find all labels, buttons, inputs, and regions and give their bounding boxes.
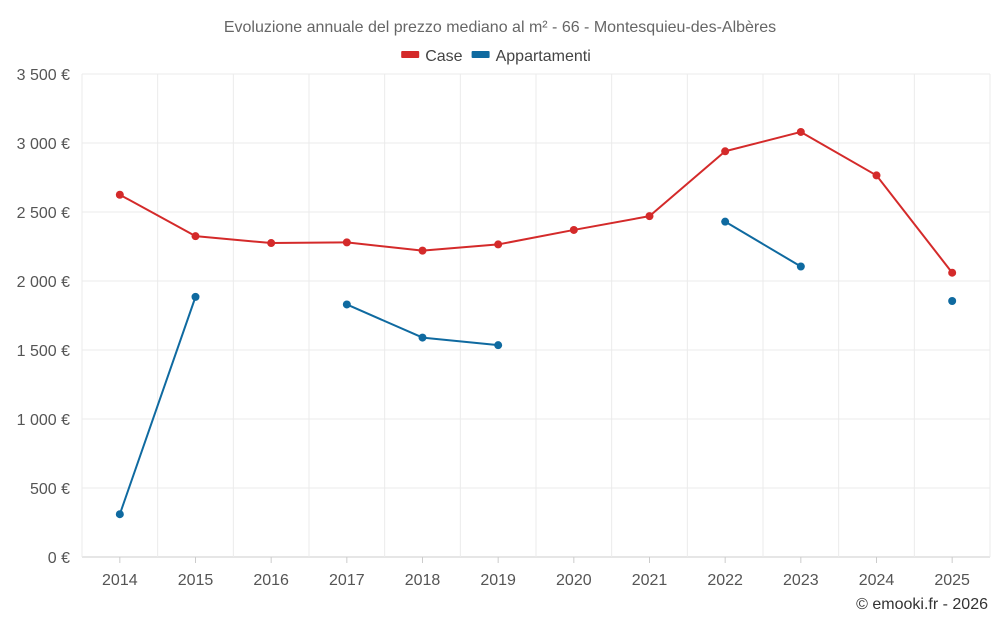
data-point[interactable] [418, 333, 427, 342]
data-point[interactable] [872, 171, 881, 180]
data-point[interactable] [418, 246, 427, 255]
legend-label: Appartamenti [496, 48, 591, 65]
data-point[interactable] [342, 300, 351, 309]
x-tick-label: 2019 [480, 572, 516, 589]
x-tick-label: 2025 [934, 572, 970, 589]
data-point[interactable] [191, 232, 200, 241]
data-point[interactable] [494, 341, 503, 350]
series-line-segment [270, 241, 348, 245]
x-tick-label: 2017 [329, 572, 365, 589]
y-tick-label: 3 000 € [17, 136, 70, 153]
x-tick-label: 2015 [178, 572, 214, 589]
data-point[interactable] [342, 238, 351, 247]
series-line-segment [497, 228, 575, 246]
x-axis: 2014 2015 2016 2017 2018 2019 2020 2021 2022 2023… [102, 557, 970, 589]
legend-swatch [401, 51, 420, 58]
series-line-segment [345, 303, 424, 339]
y-tick-label: 500 € [30, 481, 70, 498]
series-line-segment [118, 295, 197, 516]
series-line-segment [118, 193, 197, 238]
series-case [115, 127, 957, 277]
series-line-segment [799, 130, 878, 177]
series-line-segment [648, 150, 727, 218]
data-point[interactable] [569, 225, 578, 234]
series-line-segment [724, 130, 802, 153]
legend-label: Case [425, 48, 462, 65]
legend-swatch [471, 51, 490, 58]
x-tick-label: 2016 [253, 572, 289, 589]
grid [81, 73, 991, 558]
data-point[interactable] [494, 240, 503, 249]
series-line-segment [345, 241, 424, 252]
series-line-segment [724, 220, 802, 268]
data-point[interactable] [948, 268, 957, 277]
x-tick-label: 2014 [102, 572, 138, 589]
series-appartamenti [115, 217, 957, 519]
y-tick-label: 3 500 € [17, 67, 70, 84]
data-point[interactable] [115, 190, 124, 199]
series-line-segment [875, 174, 954, 274]
data-point[interactable] [796, 262, 805, 271]
y-tick-label: 2 500 € [17, 205, 70, 222]
y-tick-label: 0 € [48, 550, 70, 567]
x-tick-label: 2024 [859, 572, 895, 589]
data-point[interactable] [191, 292, 200, 301]
y-axis: 0 € 500 € 1 000 € 1 500 € 2 000 € 2 500 € 3 00… [17, 67, 70, 567]
data-point[interactable] [115, 510, 124, 519]
x-tick-label: 2022 [707, 572, 743, 589]
legend: Case Appartamenti [401, 48, 591, 65]
data-point[interactable] [267, 239, 276, 248]
y-tick-label: 1 000 € [17, 412, 70, 429]
series-line-segment [421, 336, 500, 347]
data-point[interactable] [721, 217, 730, 226]
data-point[interactable] [796, 127, 805, 136]
data-point[interactable] [721, 147, 730, 156]
series-group [115, 127, 957, 519]
credit-text: © emooki.fr - 2026 [856, 596, 988, 613]
x-tick-label: 2021 [632, 572, 668, 589]
series-line-segment [194, 235, 273, 245]
y-tick-label: 1 500 € [17, 343, 70, 360]
x-tick-label: 2023 [783, 572, 819, 589]
x-tick-label: 2018 [405, 572, 441, 589]
series-line-segment [572, 215, 651, 231]
legend-item-case[interactable]: Case [401, 48, 463, 65]
data-point[interactable] [948, 297, 957, 306]
data-point[interactable] [645, 212, 654, 221]
legend-item-appartamenti[interactable]: Appartamenti [471, 48, 591, 65]
series-line-segment [421, 243, 500, 252]
x-tick-label: 2020 [556, 572, 592, 589]
chart-title: Evoluzione annuale del prezzo mediano al… [224, 19, 776, 36]
y-tick-label: 2 000 € [17, 274, 70, 291]
